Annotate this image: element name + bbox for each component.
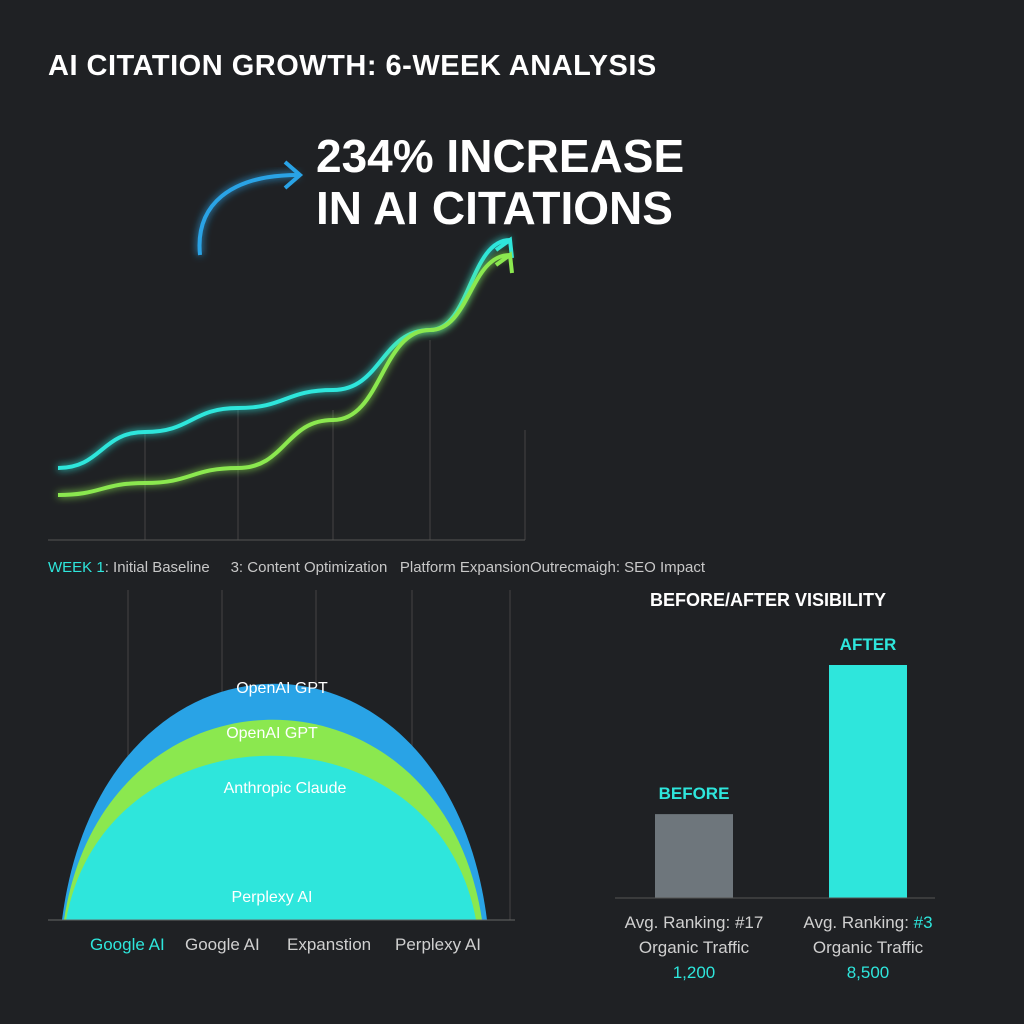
tick-week6: : SEO Impact (615, 559, 706, 576)
category-label: Google AI (90, 935, 165, 954)
headline-line1: 234% INCREASE (316, 130, 685, 182)
curved-arrow-icon (197, 173, 299, 256)
x-tick-labels: WEEK 1: Initial Baseline 3: Content Opti… (48, 559, 705, 576)
after-stats: Avg. Ranking: #3 Organic Traffic 8,500 (768, 910, 968, 985)
traffic-value: 8,500 (846, 963, 890, 982)
arrow-head (283, 160, 304, 190)
bar-label-after: AFTER (839, 635, 897, 654)
headline-line2: IN AI CITATIONS (316, 182, 673, 234)
ranking-label: Avg. Ranking: (803, 913, 914, 932)
category-label: Google AI (185, 935, 260, 954)
bar-chart-title: BEFORE/AFTER VISIBILITY (650, 590, 887, 610)
tick-week5: Outrecmaigh (529, 559, 616, 576)
ranking-label: Avg. Ranking: (624, 913, 735, 932)
bar-after (829, 665, 907, 898)
layer-label: OpenAI GPT (226, 725, 318, 742)
ranking-value: #3 (913, 913, 933, 932)
layer-label: Anthropic Claude (223, 780, 347, 797)
chart-title: AI CITATION GROWTH: 6-WEEK ANALYSIS (48, 50, 657, 82)
category-label: Expanstion (287, 935, 372, 954)
series-arrowhead (494, 251, 514, 274)
series-line-0 (57, 238, 511, 470)
headline: 234% INCREASE IN AI CITATIONS (316, 130, 684, 234)
layer-label: OpenAI GPT (236, 680, 328, 697)
traffic-label: Organic Traffic (638, 938, 750, 957)
tick-week1: : Initial Baseline (104, 559, 210, 576)
before-stats: Avg. Ranking: #17 Organic Traffic 1,200 (594, 910, 794, 985)
layer-label: Perplexy AI (231, 889, 313, 906)
area-layer-2 (66, 755, 476, 920)
bar-before (655, 814, 733, 898)
traffic-value: 1,200 (672, 963, 716, 982)
tick-week3: 3: Content Optimization (230, 559, 388, 576)
ranking-value: #17 (734, 913, 764, 932)
bar-label-before: BEFORE (658, 784, 730, 804)
series-line-1 (57, 253, 511, 497)
category-label: Perplexy AI (395, 935, 481, 954)
traffic-label: Organic Traffic (812, 938, 924, 957)
tick-week4: Platform Expansion (399, 559, 530, 576)
tick-week-prefix: WEEK 1 (48, 559, 105, 576)
